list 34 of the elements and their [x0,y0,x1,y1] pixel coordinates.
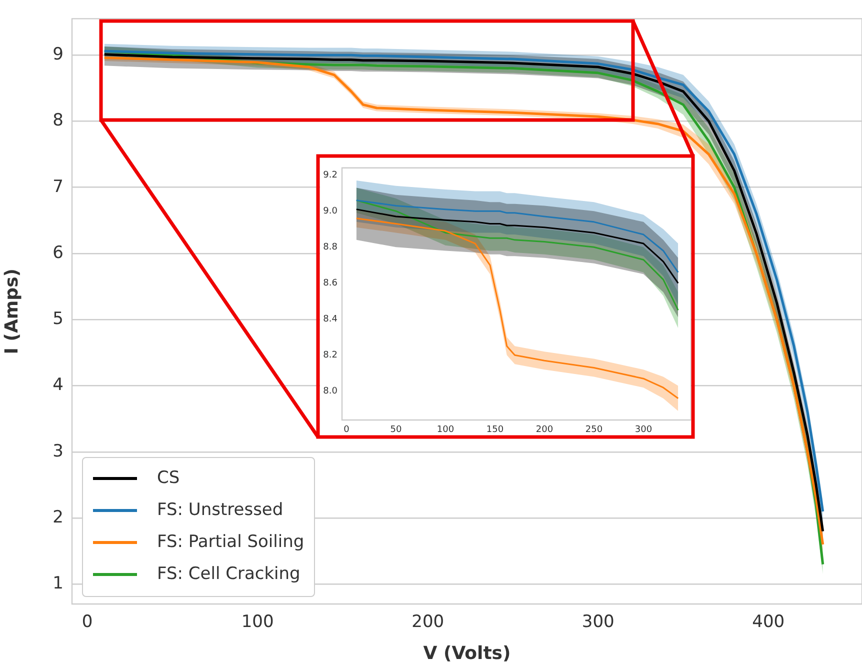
x-tick-label: 100 [436,425,454,436]
y-tick-label: 1 [52,574,64,594]
y-tick-label: 4 [52,375,64,396]
x-tick-label: 100 [241,612,274,632]
x-tick-label: 300 [634,425,652,436]
y-tick-label: 8.0 [323,386,338,397]
y-tick-label: 9.0 [323,206,338,216]
y-tick-label: 9.2 [323,170,338,180]
x-tick-label: 400 [752,612,785,632]
legend-label: FS: Partial Soiling [157,532,304,552]
y-tick-label: 9 [52,44,64,64]
legend-label: FS: Unstressed [157,500,284,520]
legend-label: FS: Cell Cracking [157,564,300,584]
x-tick-label: 0 [344,425,350,436]
x-axis-title: V (Volts) [423,642,511,664]
x-tick-label: 250 [585,425,603,436]
y-tick-label: 8.4 [323,314,338,325]
x-tick-label: 200 [412,612,444,632]
x-tick-label: 300 [582,612,614,632]
y-tick-label: 3 [52,441,64,462]
y-tick-label: 8.8 [323,242,338,252]
x-tick-label: 50 [390,425,402,436]
y-tick-label: 7 [52,176,64,197]
y-tick-label: 6 [52,242,64,263]
y-tick-label: 8 [52,110,64,131]
y-axis-title: I (Amps) [1,268,22,354]
x-tick-label: 200 [536,425,554,436]
legend-label: CS [157,468,180,488]
y-tick-label: 8.6 [323,278,338,288]
y-tick-label: 2 [52,507,64,528]
x-tick-label: 150 [486,425,504,436]
y-tick-label: 8.2 [323,350,338,361]
x-tick-label: 0 [82,612,93,632]
y-tick-label: 5 [52,309,64,330]
